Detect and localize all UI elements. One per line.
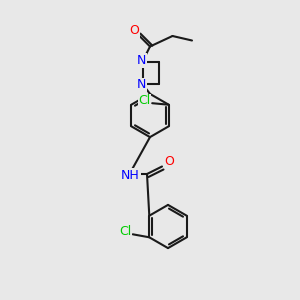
Text: O: O <box>165 154 174 168</box>
Text: Cl: Cl <box>139 94 151 107</box>
Text: N: N <box>137 54 147 67</box>
Text: Cl: Cl <box>119 225 131 238</box>
Text: NH: NH <box>121 169 140 182</box>
Text: O: O <box>130 24 139 38</box>
Text: N: N <box>137 78 147 92</box>
